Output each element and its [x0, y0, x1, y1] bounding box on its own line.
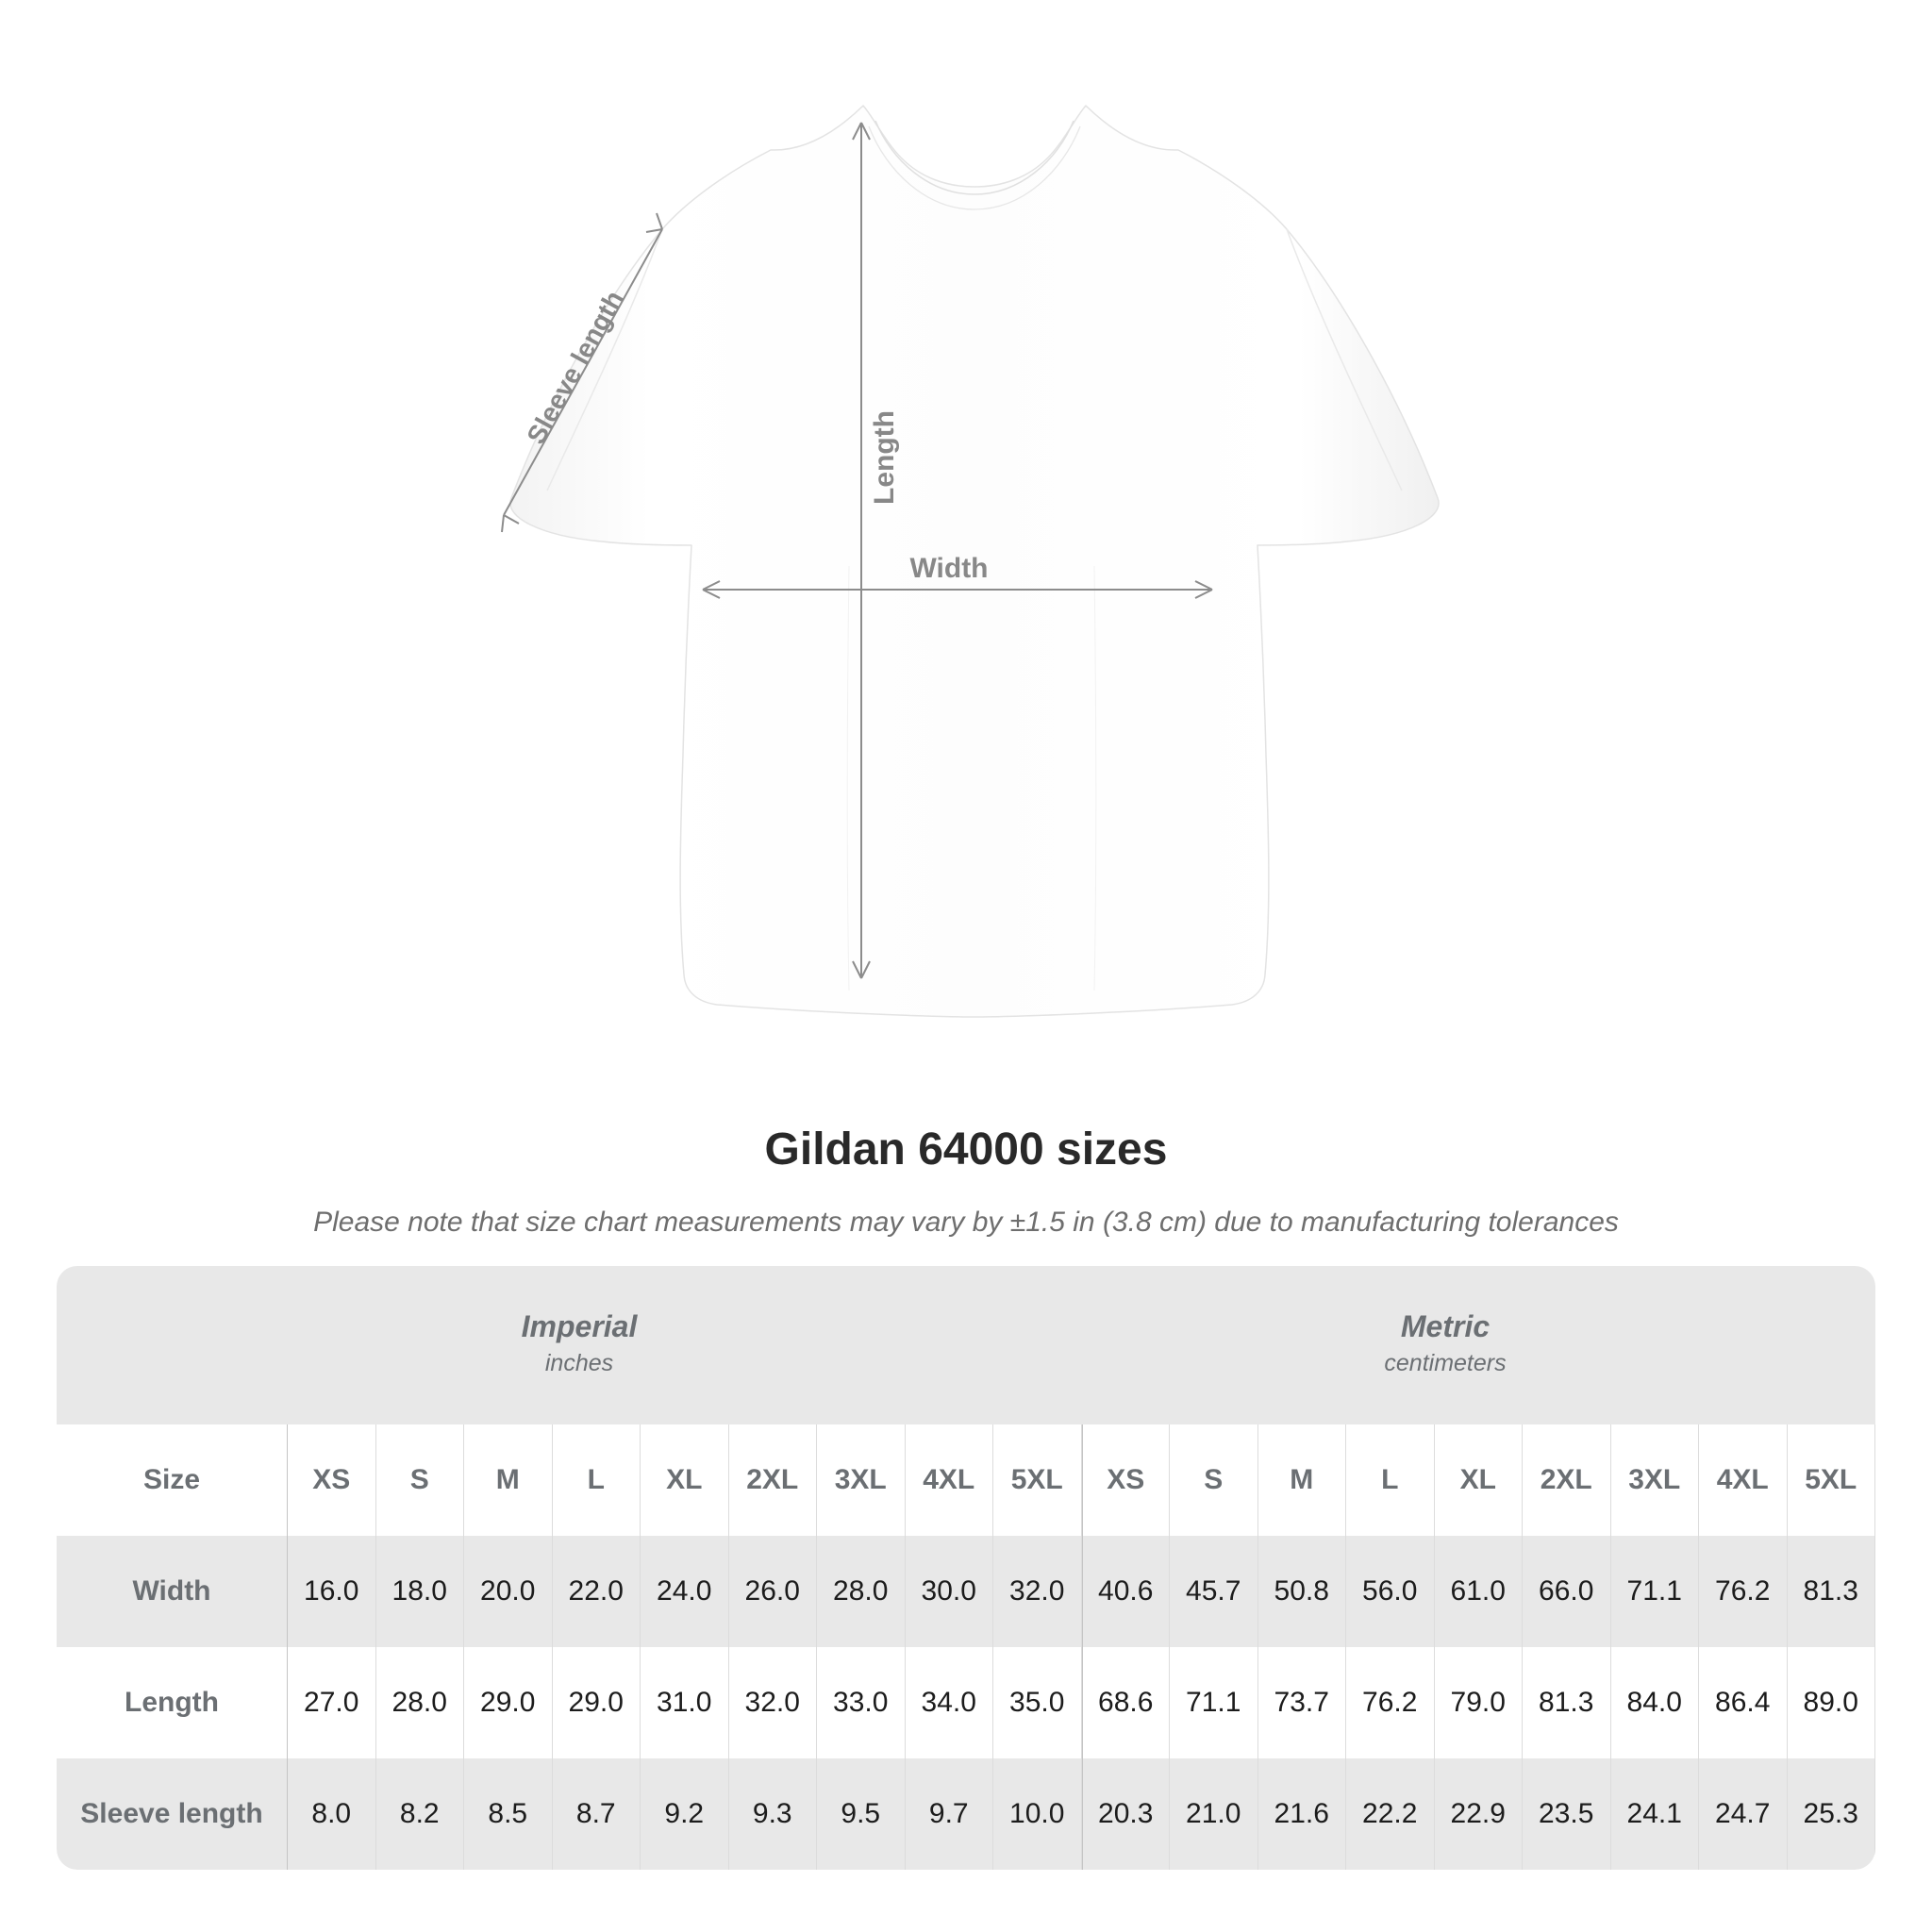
svg-text:Width: Width: [909, 553, 988, 584]
svg-text:Length: Length: [869, 410, 900, 505]
